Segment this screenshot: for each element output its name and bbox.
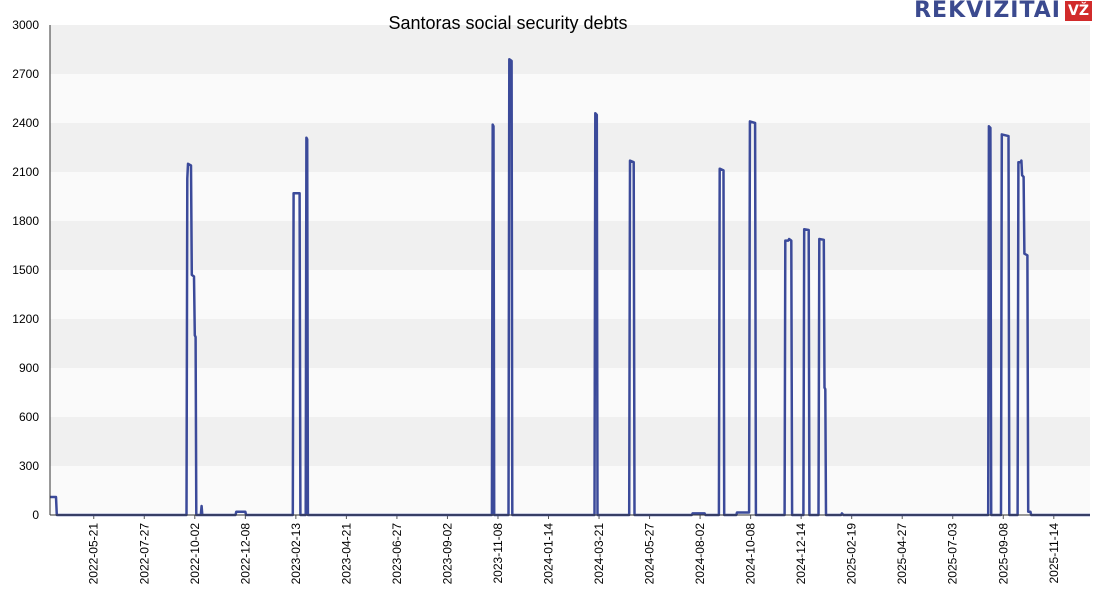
x-tick-label: 2023-04-21 (339, 523, 353, 585)
grid-bands (50, 25, 1090, 515)
y-tick-label: 900 (19, 361, 39, 375)
rekvizitai-logo: REKVIZITAI VŽ (914, 0, 1092, 22)
chart-title: Santoras social security debts (388, 13, 627, 33)
x-tick-label: 2023-11-08 (491, 523, 505, 584)
x-axis-ticks: 2022-05-21 2022-07-27 2022-10-02 2022-12-08… (87, 515, 1061, 584)
grid-band (50, 123, 1090, 172)
x-tick-label: 2025-11-14 (1047, 523, 1061, 584)
grid-band (50, 368, 1090, 417)
x-tick-label: 2022-12-08 (238, 523, 252, 585)
x-tick-label: 2024-01-14 (542, 523, 556, 585)
y-tick-label: 0 (32, 508, 39, 522)
logo-badge: VŽ (1065, 1, 1092, 21)
x-tick-label: 2022-10-02 (188, 523, 202, 585)
x-tick-label: 2024-08-02 (693, 523, 707, 585)
x-tick-label: 2023-09-02 (440, 523, 454, 585)
x-tick-label: 2022-05-21 (87, 523, 101, 585)
grid-band (50, 319, 1090, 368)
y-tick-label: 2100 (12, 165, 39, 179)
x-tick-label: 2022-07-27 (137, 523, 151, 585)
grid-band (50, 270, 1090, 319)
x-tick-label: 2025-02-19 (845, 523, 859, 585)
grid-band (50, 466, 1090, 515)
y-tick-label: 2700 (12, 67, 39, 81)
logo-text: REKVIZITAI (914, 0, 1061, 23)
x-tick-label: 2023-02-13 (289, 523, 303, 585)
x-tick-label: 2024-10-08 (744, 523, 758, 585)
y-axis-ticks: 0 300 600 900 1200 1500 1800 2100 2400 2700 3000 (12, 18, 39, 522)
y-tick-label: 2400 (12, 116, 39, 130)
x-tick-label: 2025-09-08 (996, 523, 1010, 585)
x-tick-label: 2025-04-27 (895, 523, 909, 585)
y-tick-label: 1500 (12, 263, 39, 277)
y-tick-label: 300 (19, 459, 39, 473)
y-tick-label: 600 (19, 410, 39, 424)
y-tick-label: 3000 (12, 18, 39, 32)
x-tick-label: 2024-03-21 (592, 523, 606, 585)
grid-band (50, 172, 1090, 221)
grid-band (50, 25, 1090, 74)
x-tick-label: 2025-07-03 (946, 523, 960, 585)
y-tick-label: 1800 (12, 214, 39, 228)
y-tick-label: 1200 (12, 312, 39, 326)
grid-band (50, 417, 1090, 466)
x-tick-label: 2023-06-27 (390, 523, 404, 585)
x-tick-label: 2024-05-27 (643, 523, 657, 585)
grid-band (50, 74, 1090, 123)
x-tick-label: 2024-12-14 (794, 523, 808, 585)
grid-band (50, 221, 1090, 270)
